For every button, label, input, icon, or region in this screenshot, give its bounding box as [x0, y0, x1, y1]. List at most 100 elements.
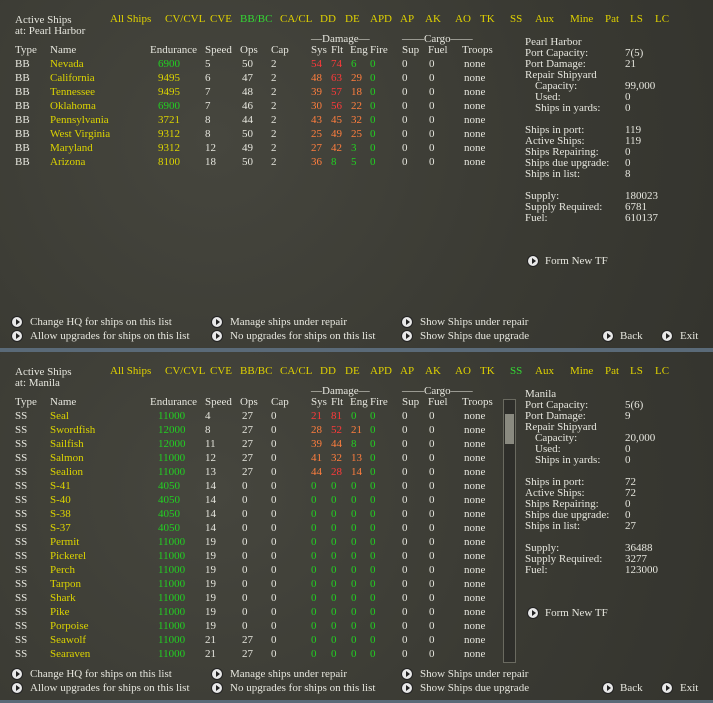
ship-name[interactable]: Seal	[50, 410, 69, 422]
action-button[interactable]: Show Ships due upgrade	[420, 682, 530, 694]
ship-name[interactable]: West Virginia	[50, 128, 111, 140]
column-header[interactable]: Flt	[331, 396, 344, 408]
column-header[interactable]: Fuel	[428, 44, 448, 56]
back-button[interactable]: Back	[620, 330, 643, 342]
ship-name[interactable]: Oklahoma	[50, 100, 96, 112]
filter-tab[interactable]: AK	[425, 13, 441, 25]
filter-tab[interactable]: CVE	[210, 365, 232, 377]
filter-tab[interactable]: CVE	[210, 13, 232, 25]
column-header[interactable]: Eng	[350, 396, 368, 408]
filter-tab[interactable]: LS	[630, 13, 643, 25]
action-button[interactable]: No upgrades for ships on this list	[230, 330, 376, 342]
filter-tab[interactable]: TK	[480, 365, 495, 377]
column-header[interactable]: Fire	[370, 396, 388, 408]
filter-tab[interactable]: SS	[510, 365, 523, 377]
ship-name[interactable]: Swordfish	[50, 424, 96, 436]
column-header[interactable]: Sup	[402, 44, 420, 56]
ship-name[interactable]: Nevada	[50, 58, 84, 70]
button-icon[interactable]	[603, 683, 613, 693]
button-icon[interactable]	[212, 331, 222, 341]
column-header[interactable]: Sup	[402, 396, 420, 408]
filter-tab[interactable]: CA/CL	[280, 365, 313, 377]
button-icon[interactable]	[402, 669, 412, 679]
column-header[interactable]: Cap	[271, 396, 289, 408]
column-header[interactable]: Type	[15, 44, 37, 56]
form-tf-button[interactable]: Form New TF	[545, 607, 608, 619]
column-header[interactable]: Name	[50, 44, 77, 56]
button-icon[interactable]	[212, 683, 222, 693]
ship-name[interactable]: Seawolf	[50, 634, 87, 646]
filter-tab[interactable]: CV/CVL	[165, 13, 206, 25]
button-icon[interactable]	[12, 331, 22, 341]
filter-tab[interactable]: TK	[480, 13, 495, 25]
back-button[interactable]: Back	[620, 682, 643, 694]
filter-tab[interactable]: AP	[400, 365, 415, 377]
action-button[interactable]: Change HQ for ships on this list	[30, 668, 172, 680]
column-header[interactable]: Eng	[350, 44, 368, 56]
ship-name[interactable]: California	[50, 72, 95, 84]
button-icon[interactable]	[528, 256, 538, 266]
filter-tab[interactable]: All Ships	[110, 365, 152, 377]
filter-tab[interactable]: LS	[630, 365, 643, 377]
column-header[interactable]: Type	[15, 396, 37, 408]
ship-name[interactable]: Porpoise	[50, 620, 89, 632]
filter-tab[interactable]: APD	[370, 365, 393, 377]
filter-tab[interactable]: AO	[455, 13, 471, 25]
button-icon[interactable]	[662, 331, 672, 341]
filter-tab[interactable]: Mine	[570, 13, 594, 25]
filter-tab[interactable]: Aux	[535, 13, 554, 25]
action-button[interactable]: Manage ships under repair	[230, 316, 347, 328]
column-header[interactable]: Speed	[205, 396, 232, 408]
ship-name[interactable]: S-41	[50, 480, 71, 492]
button-icon[interactable]	[402, 683, 412, 693]
column-header[interactable]: Troops	[462, 44, 493, 56]
column-header[interactable]: Fire	[370, 44, 388, 56]
column-header[interactable]: Speed	[205, 44, 232, 56]
action-button[interactable]: Allow upgrades for ships on this list	[30, 330, 190, 342]
ship-name[interactable]: S-38	[50, 508, 71, 520]
column-header[interactable]: Fuel	[428, 396, 448, 408]
button-icon[interactable]	[402, 331, 412, 341]
filter-tab[interactable]: Pat	[605, 365, 620, 377]
ship-name[interactable]: Tarpon	[50, 578, 81, 590]
filter-tab[interactable]: AK	[425, 365, 441, 377]
action-button[interactable]: Manage ships under repair	[230, 668, 347, 680]
ship-name[interactable]: Permit	[50, 536, 80, 548]
filter-tab[interactable]: BB/BC	[240, 13, 273, 25]
button-icon[interactable]	[12, 317, 22, 327]
action-button[interactable]: Show Ships under repair	[420, 316, 529, 328]
filter-tab[interactable]: CV/CVL	[165, 365, 206, 377]
column-header[interactable]: Cap	[271, 44, 289, 56]
action-button[interactable]: Show Ships under repair	[420, 668, 529, 680]
action-button[interactable]: Change HQ for ships on this list	[30, 316, 172, 328]
form-tf-button[interactable]: Form New TF	[545, 255, 608, 267]
button-icon[interactable]	[603, 331, 613, 341]
exit-button[interactable]: Exit	[680, 682, 699, 694]
filter-tab[interactable]: LC	[655, 365, 670, 377]
ship-name[interactable]: Sealion	[50, 466, 83, 478]
exit-button[interactable]: Exit	[680, 330, 699, 342]
button-icon[interactable]	[662, 683, 672, 693]
ship-name[interactable]: Shark	[50, 592, 76, 604]
button-icon[interactable]	[12, 683, 22, 693]
ship-name[interactable]: Sailfish	[50, 438, 84, 450]
ship-name[interactable]: Salmon	[50, 452, 84, 464]
filter-tab[interactable]: DD	[320, 365, 336, 377]
ship-name[interactable]: Pike	[50, 606, 70, 618]
action-button[interactable]: No upgrades for ships on this list	[230, 682, 376, 694]
filter-tab[interactable]: LC	[655, 13, 670, 25]
ship-name[interactable]: Tennessee	[50, 86, 96, 98]
filter-tab[interactable]: DE	[345, 365, 360, 377]
filter-tab[interactable]: BB/BC	[240, 365, 273, 377]
button-icon[interactable]	[212, 317, 222, 327]
ship-name[interactable]: S-37	[50, 522, 71, 534]
scroll-thumb[interactable]	[505, 414, 514, 444]
ship-name[interactable]: Perch	[50, 564, 76, 576]
column-header[interactable]: Endurance	[150, 44, 198, 56]
column-header[interactable]: Sys	[311, 44, 327, 56]
scrollbar[interactable]	[503, 399, 516, 663]
filter-tab[interactable]: All Ships	[110, 13, 152, 25]
column-header[interactable]: Ops	[240, 44, 258, 56]
action-button[interactable]: Show Ships due upgrade	[420, 330, 530, 342]
filter-tab[interactable]: APD	[370, 13, 393, 25]
